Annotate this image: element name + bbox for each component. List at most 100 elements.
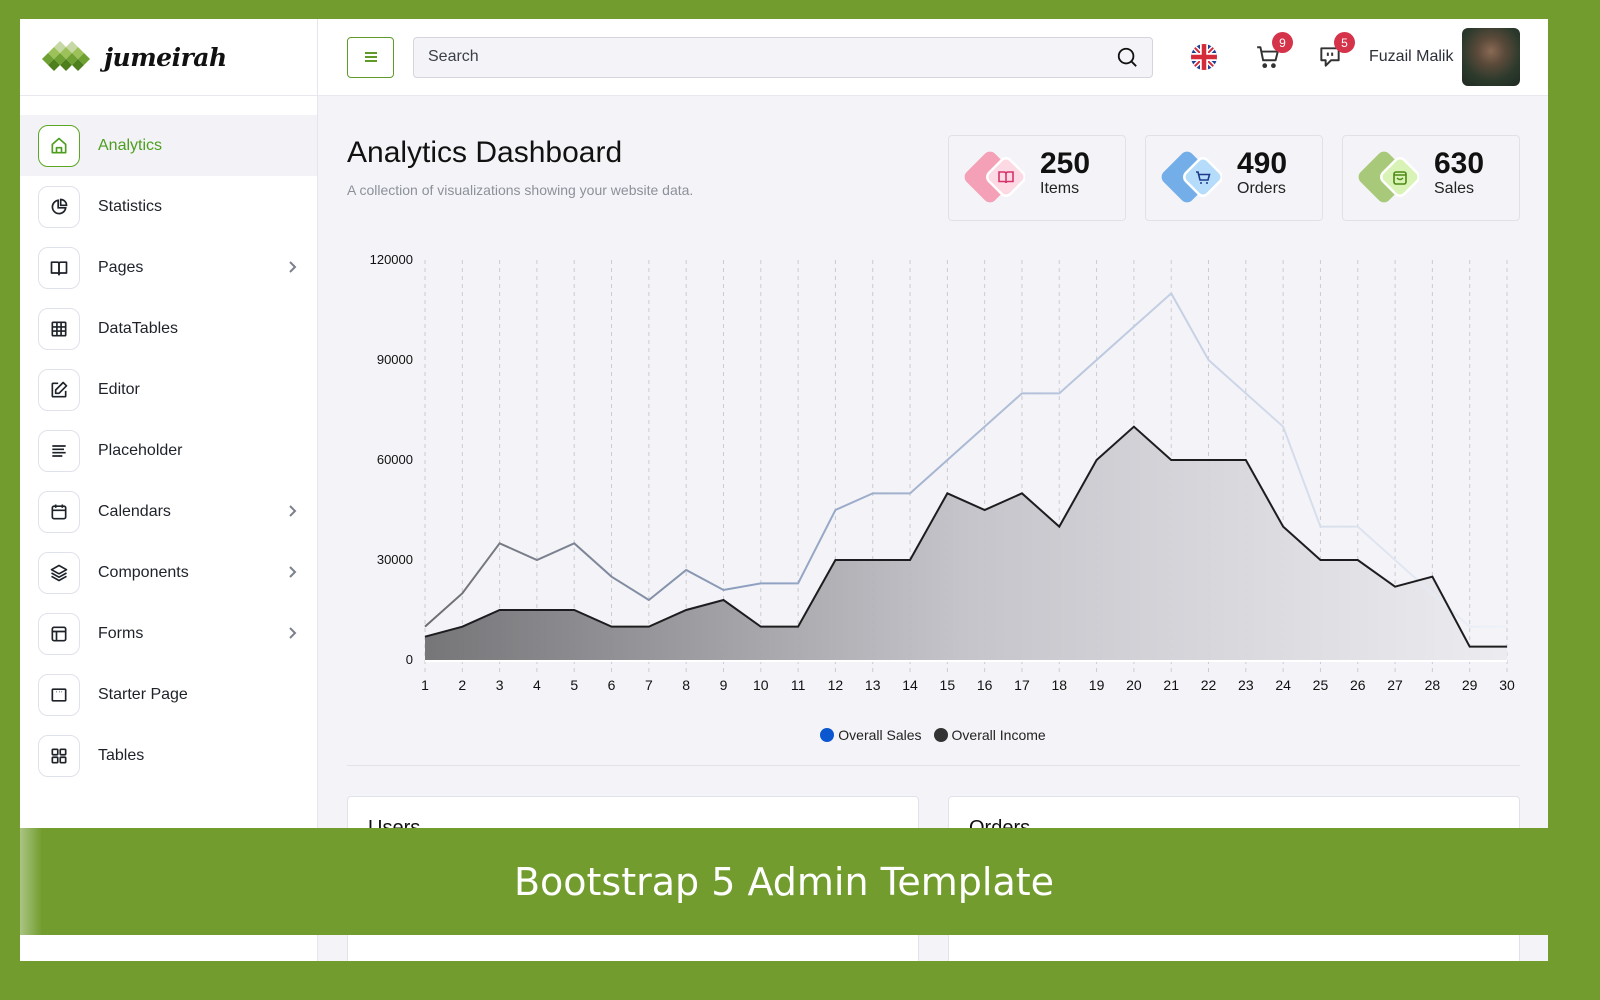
sidebar-item-calendars[interactable]: Calendars — [20, 481, 317, 542]
promo-banner: Bootstrap 5 Admin Template — [20, 828, 1548, 935]
chevron-right-icon — [289, 566, 297, 578]
sidebar-item-pages[interactable]: Pages — [20, 237, 317, 298]
edit-icon — [38, 368, 80, 411]
uk-flag-icon — [1191, 44, 1217, 70]
legend-dot-sales — [820, 728, 835, 742]
stat-label: Orders — [1237, 180, 1286, 197]
sidebar-item-editor[interactable]: Editor — [20, 359, 317, 420]
svg-text:17: 17 — [1014, 677, 1030, 693]
stat-card-items: 250 Items — [948, 135, 1126, 221]
svg-text:120000: 120000 — [370, 252, 413, 267]
messages-count-badge: 5 — [1334, 32, 1355, 53]
calendar-icon — [38, 490, 80, 533]
svg-text:23: 23 — [1238, 677, 1254, 693]
legend-dot-income — [933, 728, 948, 742]
svg-text:15: 15 — [940, 677, 956, 693]
cart-button[interactable]: 9 — [1255, 32, 1293, 70]
sidebar-item-forms[interactable]: Forms — [20, 603, 317, 664]
stat-label: Items — [1040, 180, 1080, 197]
stat-label: Sales — [1434, 180, 1475, 197]
svg-text:9: 9 — [720, 677, 728, 693]
search-input[interactable] — [428, 48, 1067, 66]
sidebar-item-label: Calendars — [98, 502, 171, 520]
book-open-icon — [38, 246, 80, 289]
grid-table-icon — [38, 307, 80, 350]
layers-icon — [38, 551, 80, 594]
home-icon — [38, 124, 80, 167]
book-icon — [964, 151, 1025, 203]
svg-text:12: 12 — [828, 677, 844, 693]
avatar[interactable] — [1462, 28, 1521, 86]
svg-text:24: 24 — [1275, 677, 1291, 693]
layout-icon — [38, 612, 80, 655]
svg-text:4: 4 — [533, 677, 541, 693]
align-left-icon — [38, 429, 80, 472]
sidebar-item-datatables[interactable]: DataTables — [20, 298, 317, 359]
svg-text:60000: 60000 — [377, 452, 413, 467]
chevron-right-icon — [289, 505, 297, 517]
cart-icon — [1161, 151, 1222, 203]
grid-icon — [38, 734, 80, 777]
svg-text:11: 11 — [791, 677, 806, 693]
svg-text:18: 18 — [1051, 677, 1067, 693]
chart-legend: Overall Sales Overall Income — [318, 727, 1548, 743]
section-divider — [347, 765, 1520, 766]
search-icon[interactable] — [1116, 46, 1138, 68]
sidebar-item-label: Tables — [98, 746, 145, 764]
svg-text:2: 2 — [458, 677, 466, 693]
page-title: Analytics Dashboard — [347, 136, 623, 169]
cart-count-badge: 9 — [1272, 32, 1293, 53]
svg-text:5: 5 — [570, 677, 578, 693]
svg-text:20: 20 — [1126, 677, 1142, 693]
sidebar-item-starter-page[interactable]: Starter Page — [20, 664, 317, 725]
user-name[interactable]: Fuzail Malik — [1369, 48, 1454, 65]
legend-item-sales[interactable]: Overall Sales — [820, 727, 922, 743]
shopping-bag-icon — [1358, 151, 1419, 203]
window-icon — [38, 673, 80, 716]
sidebar: jumeirah Analytics Statistics Pages — [20, 19, 318, 961]
sidebar-item-label: Editor — [98, 380, 140, 398]
stat-card-sales: 630 Sales — [1342, 135, 1520, 221]
stat-card-orders: 490 Orders — [1145, 135, 1323, 221]
svg-text:6: 6 — [608, 677, 616, 693]
svg-text:25: 25 — [1313, 677, 1329, 693]
sidebar-item-components[interactable]: Components — [20, 542, 317, 603]
page-subtitle: A collection of visualizations showing y… — [347, 182, 694, 198]
svg-text:28: 28 — [1425, 677, 1441, 693]
stat-value: 250 — [1040, 147, 1091, 180]
svg-text:16: 16 — [977, 677, 993, 693]
menu-toggle-button[interactable] — [347, 36, 394, 78]
pie-chart-icon — [38, 185, 80, 228]
sidebar-item-tables[interactable]: Tables — [20, 725, 317, 786]
sidebar-item-label: Analytics — [98, 136, 163, 154]
cart-icon — [1257, 46, 1279, 69]
svg-text:14: 14 — [902, 677, 918, 693]
search-bar — [413, 36, 1153, 78]
language-selector[interactable] — [1191, 44, 1217, 70]
sidebar-item-placeholder[interactable]: Placeholder — [20, 420, 317, 481]
sidebar-item-label: Forms — [98, 624, 144, 642]
svg-text:30000: 30000 — [377, 552, 413, 567]
app-window: jumeirah Analytics Statistics Pages — [20, 19, 1548, 961]
chevron-right-icon — [289, 627, 297, 639]
legend-item-income[interactable]: Overall Income — [933, 727, 1046, 743]
sidebar-item-statistics[interactable]: Statistics — [20, 176, 317, 237]
sidebar-item-analytics[interactable]: Analytics — [20, 115, 317, 176]
svg-text:27: 27 — [1387, 677, 1403, 693]
hamburger-icon — [364, 52, 377, 62]
sidebar-nav: Analytics Statistics Pages DataTables — [20, 96, 317, 846]
sidebar-item-label: DataTables — [98, 319, 179, 337]
svg-text:21: 21 — [1163, 677, 1179, 693]
sidebar-item-label: Statistics — [98, 197, 163, 215]
svg-text:1: 1 — [421, 677, 429, 693]
svg-text:7: 7 — [645, 677, 653, 693]
svg-text:29: 29 — [1462, 677, 1478, 693]
svg-text:8: 8 — [682, 677, 690, 693]
chevron-right-icon — [289, 261, 297, 273]
messages-button[interactable]: 5 — [1317, 32, 1355, 70]
sidebar-item-label: Pages — [98, 258, 144, 276]
svg-text:22: 22 — [1201, 677, 1217, 693]
brand-logo[interactable]: jumeirah — [20, 19, 317, 96]
svg-text:90000: 90000 — [377, 352, 413, 367]
